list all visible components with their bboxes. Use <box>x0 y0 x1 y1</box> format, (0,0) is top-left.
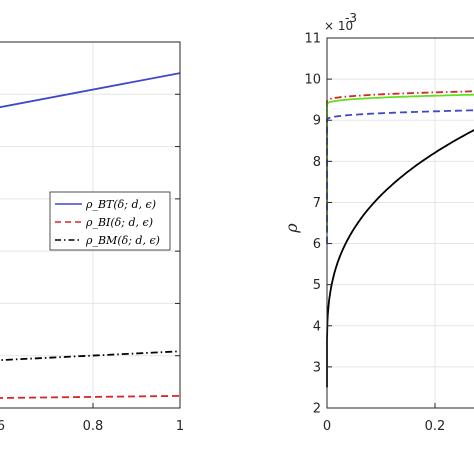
left-axes-frame <box>0 41 181 409</box>
right-series-1 <box>326 93 474 232</box>
right-ytick-label: 2 <box>313 402 321 417</box>
right-ytick-label: 3 <box>313 360 321 375</box>
right-xtick-label: 0.2 <box>425 419 446 434</box>
y-exponent-power: -3 <box>345 11 357 25</box>
legend-label-bt: ρ_BT(δ; d, ϵ) <box>85 198 156 211</box>
left-xtick-label-0: 0.8 <box>83 419 104 434</box>
left-series-2 <box>0 350 181 362</box>
left-grid <box>0 42 180 408</box>
right-grid <box>327 37 474 409</box>
right-plot-area <box>327 38 474 408</box>
right-ticks: 2 3 4 5 6 7 8 9 10 11 0 0.2 <box>304 32 445 435</box>
left-xtick-label-cut: 6 <box>0 419 5 434</box>
left-series-0 <box>0 72 181 109</box>
left-lines <box>0 72 181 399</box>
right-ytick-label: 6 <box>313 237 321 252</box>
legend-label-bm: ρ_BM(δ; d, ϵ) <box>85 234 160 247</box>
right-lines <box>326 90 474 388</box>
right-ytick-label: 10 <box>304 73 321 88</box>
right-ytick-label: 8 <box>313 155 321 170</box>
right-ytick-label: 11 <box>304 32 321 47</box>
right-axes-frame <box>326 37 474 409</box>
legend-label-bi: ρ_BI(δ; d, ϵ) <box>85 216 153 229</box>
right-xtick-label: 0 <box>323 419 331 434</box>
left-legend: ρ_BT(δ; d, ϵ) ρ_BI(δ; d, ϵ) ρ_BM(δ; d, ϵ… <box>49 191 171 251</box>
right-panel: 2 3 4 5 6 7 8 9 10 11 0 0.2 × 10 -3 ρ <box>282 11 474 434</box>
right-ytick-label: 5 <box>313 278 321 293</box>
left-panel: 6 0.8 1 ρ_BT(δ; d, ϵ) ρ_BI(δ; d, ϵ) ρ_BM… <box>0 41 184 434</box>
right-series-3 <box>326 129 474 388</box>
right-ytick-label: 4 <box>313 319 321 334</box>
y-axis-label: ρ <box>282 223 301 234</box>
left-ticks <box>92 93 181 408</box>
right-ytick-label: 9 <box>313 114 321 129</box>
right-ytick-label: 7 <box>313 196 321 211</box>
y-exponent-base: × 10 <box>324 19 353 33</box>
left-xtick-label-1: 1 <box>176 419 184 434</box>
